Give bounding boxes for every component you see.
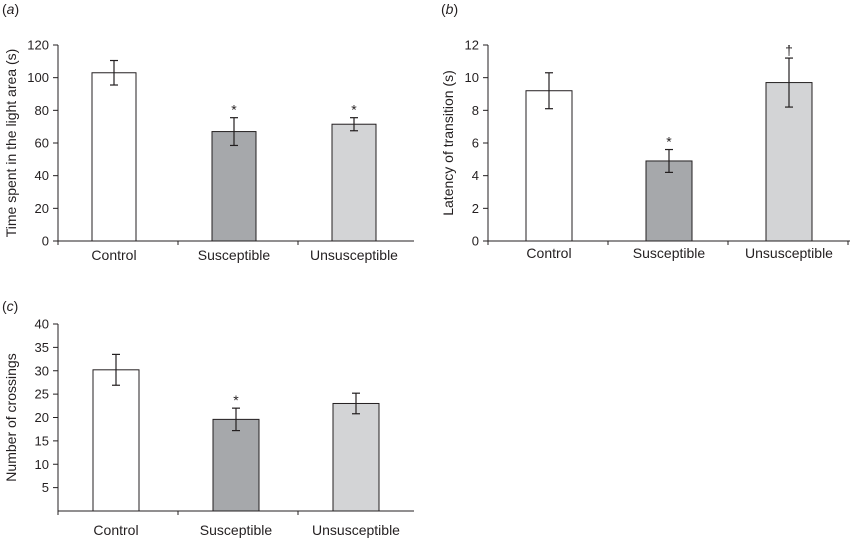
category-label: Susceptible (200, 522, 273, 538)
significance-marker: * (233, 392, 239, 408)
y-tick-label: 2 (472, 201, 479, 216)
y-tick-label: 40 (35, 317, 49, 332)
category-label: Unsusceptible (745, 245, 833, 261)
panel-label: (a) (2, 1, 19, 17)
y-axis-label: Latency of transition (s) (440, 70, 456, 216)
significance-marker: * (666, 134, 672, 150)
y-tick-label: 30 (35, 363, 49, 378)
category-label: Susceptible (633, 245, 706, 261)
y-tick-label: 5 (42, 480, 49, 495)
y-tick-label: 12 (465, 38, 479, 53)
y-tick-label: 20 (35, 201, 49, 216)
y-tick-label: 60 (35, 136, 49, 151)
y-tick-label: 100 (27, 70, 49, 85)
significance-marker: * (231, 102, 237, 118)
bar-unsusceptible (331, 123, 377, 242)
y-tick-label: 10 (465, 70, 479, 85)
chart-panel-c: (c) Number of crossings 5 10 15 20 25 30 35 40 Con… (2, 298, 414, 538)
y-tick-label: 6 (472, 136, 479, 151)
y-tick-label: 35 (35, 340, 49, 355)
chart-panel-b: (b) Latency of transition (s) 0 2 4 6 8 10 12 Con… (440, 1, 850, 261)
bar-control (525, 90, 573, 242)
significance-marker: * (351, 102, 357, 118)
category-label: Susceptible (198, 247, 271, 263)
y-tick-label: 25 (35, 387, 49, 402)
y-tick-label: 8 (472, 103, 479, 118)
y-tick-label: 10 (35, 457, 49, 472)
y-axis-label: Number of crossings (3, 353, 19, 481)
panel-label: (c) (2, 298, 18, 314)
y-tick-label: 0 (472, 234, 479, 249)
y-tick-label: 0 (42, 234, 49, 249)
y-axis-label: Time spent in the light area (s) (3, 49, 19, 238)
y-tick-label: 4 (472, 168, 479, 183)
bar-unsusceptible (332, 402, 380, 512)
y-tick-label: 120 (27, 38, 49, 53)
category-label: Control (91, 247, 136, 263)
bar-control (91, 72, 137, 242)
category-label: Control (93, 522, 138, 538)
bar-control (92, 369, 140, 512)
y-tick-label: 80 (35, 103, 49, 118)
category-label: Unsusceptible (310, 247, 398, 263)
category-label: Unsusceptible (312, 522, 400, 538)
y-tick-label: 40 (35, 168, 49, 183)
y-tick-label: 20 (35, 410, 49, 425)
category-label: Control (526, 245, 571, 261)
bar-susceptible (212, 418, 260, 512)
bar-unsusceptible (765, 82, 813, 242)
chart-panel-a: (a) Time spent in the light area (s) 0 20 40… (2, 1, 414, 263)
y-tick-label: 15 (35, 433, 49, 448)
bar-susceptible (211, 131, 257, 242)
panel-label: (b) (441, 1, 458, 17)
significance-marker: † (785, 42, 793, 58)
